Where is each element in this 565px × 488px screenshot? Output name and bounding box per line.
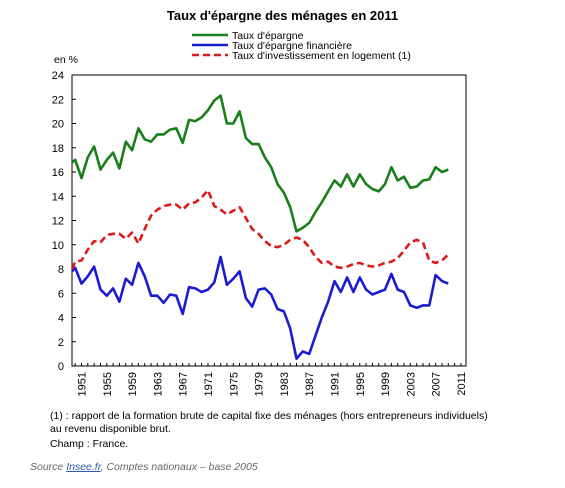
- y-tick-label: 18: [52, 143, 64, 155]
- x-tick-label: 2011: [456, 372, 468, 396]
- x-tick-label: 1959: [127, 372, 139, 396]
- y-tick-label: 10: [52, 240, 64, 252]
- x-tick-label: 1979: [254, 372, 266, 396]
- x-tick-label: 1991: [329, 372, 341, 396]
- x-tick-label: 1955: [102, 372, 114, 396]
- y-tick-label: 6: [58, 288, 64, 300]
- series-line: [71, 255, 449, 360]
- footnote-line-2: au revenu disponible brut.: [50, 423, 171, 435]
- legend-label: Taux d'investissement en logement (1): [232, 50, 411, 62]
- x-tick-label: 2007: [431, 372, 443, 396]
- footnote-line-3: Champ : France.: [50, 438, 129, 450]
- y-tick-label: 22: [52, 94, 64, 106]
- y-tick-label: 12: [52, 216, 64, 228]
- x-tick-label: 1975: [228, 372, 240, 396]
- y-tick-label: 20: [52, 119, 64, 131]
- y-tick-label: 14: [52, 191, 64, 203]
- x-tick-label: 1983: [279, 372, 291, 396]
- x-tick-label: 2003: [405, 372, 417, 396]
- x-tick-label: 1951: [76, 372, 88, 396]
- series-line: [71, 94, 449, 233]
- source-note: Source Insee.fr, Comptes nationaux – bas…: [30, 461, 258, 473]
- x-tick-label: 1999: [380, 372, 392, 396]
- x-tick-label: 1967: [178, 372, 190, 396]
- x-tick-label: 1987: [304, 372, 316, 396]
- y-axis-label: en %: [54, 54, 78, 66]
- source-suffix: , Comptes nationaux – base 2005: [100, 461, 258, 473]
- source-prefix: Source: [30, 461, 67, 473]
- plot-frame: [71, 74, 467, 367]
- chart-title: Taux d'épargne des ménages en 2011: [166, 8, 399, 23]
- y-tick-label: 2: [58, 337, 64, 349]
- series-line: [70, 188, 450, 270]
- y-tick-label: 4: [58, 313, 64, 325]
- source-link[interactable]: Insee.fr: [66, 461, 101, 473]
- x-tick-label: 1995: [355, 372, 367, 396]
- y-tick-label: 8: [58, 264, 64, 276]
- footnote-line-1: (1) : rapport de la formation brute de c…: [50, 410, 488, 422]
- legend-label: Taux d'épargne: [232, 30, 304, 42]
- legend-label: Taux d'épargne financière: [232, 40, 352, 52]
- y-tick-label: 0: [58, 361, 64, 373]
- y-tick-label: 24: [52, 70, 64, 82]
- y-tick-label: 16: [52, 167, 64, 179]
- x-tick-label: 1963: [152, 372, 164, 396]
- x-tick-label: 1971: [203, 372, 215, 396]
